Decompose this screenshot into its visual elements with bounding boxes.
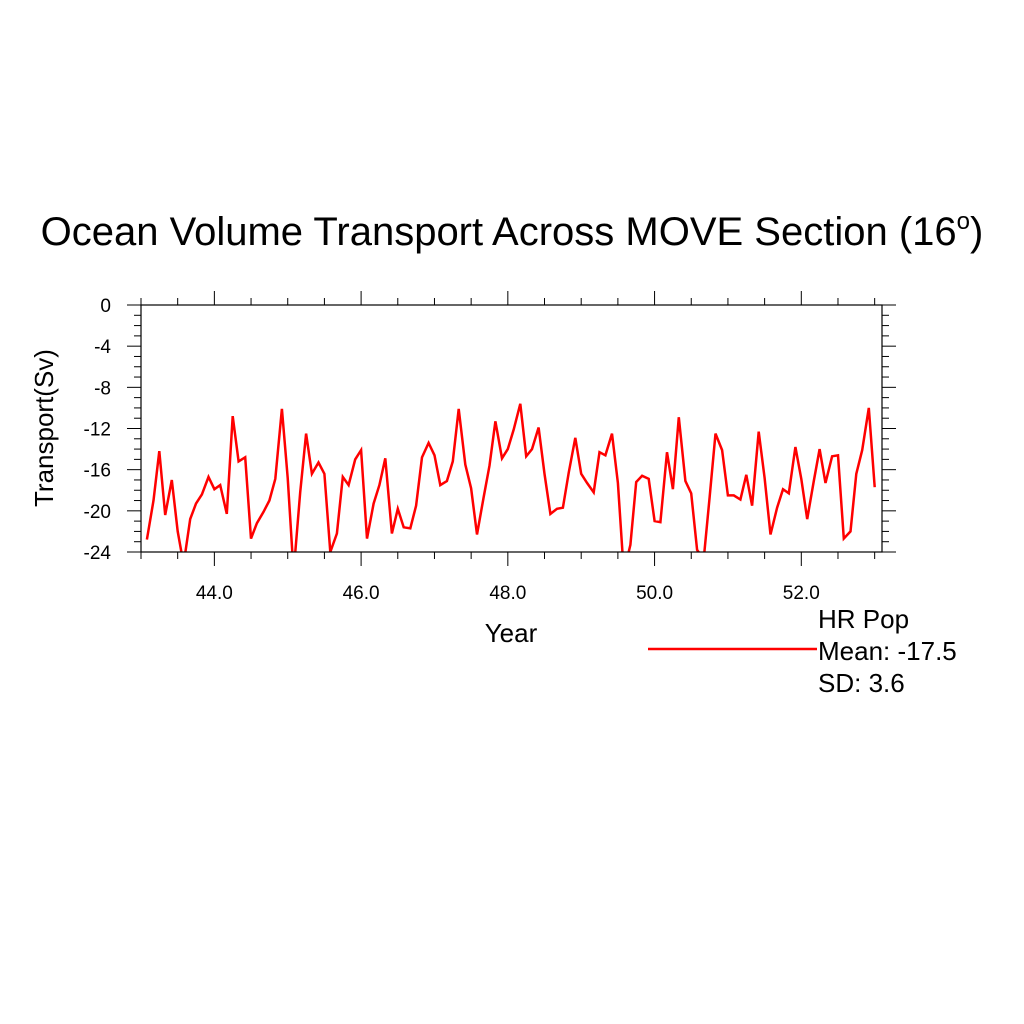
y-tick-label: -8 xyxy=(94,378,111,399)
chart-title-text: Ocean Volume Transport Across MOVE Secti… xyxy=(40,210,957,254)
series-line-hr-pop xyxy=(145,403,876,552)
x-tick-label: 48.0 xyxy=(489,583,526,604)
x-tick-label: 52.0 xyxy=(783,583,820,604)
axis-ticks xyxy=(127,291,896,566)
legend-mean: Mean: -17.5 xyxy=(818,636,957,666)
x-tick-label: 46.0 xyxy=(343,583,380,604)
chart-title-degree: o xyxy=(956,208,970,235)
y-tick-label: -20 xyxy=(84,502,111,523)
plot-frame xyxy=(140,304,883,553)
series-layer xyxy=(145,403,876,552)
x-tick-label: 44.0 xyxy=(196,583,233,604)
legend-series-name: HR Pop xyxy=(818,604,910,634)
chart-title: Ocean Volume Transport Across MOVE Secti… xyxy=(0,210,1024,255)
y-tick-label: -4 xyxy=(94,337,111,358)
legend-sd: SD: 3.6 xyxy=(818,668,905,698)
y-tick-label: -16 xyxy=(84,461,111,482)
y-tick-labels: 0 -4 -8 -12 -16 -20 -24 xyxy=(84,296,112,564)
y-axis-label: Transport(Sv) xyxy=(29,349,59,507)
y-tick-label: -12 xyxy=(84,420,111,441)
x-tick-label: 50.0 xyxy=(636,583,673,604)
x-tick-labels: 44.0 46.0 48.0 50.0 52.0 xyxy=(196,583,820,604)
y-tick-label: 0 xyxy=(100,296,111,317)
chart-title-suffix: ) xyxy=(970,210,984,254)
x-axis-label: Year xyxy=(485,618,538,648)
y-tick-label: -24 xyxy=(84,543,112,564)
